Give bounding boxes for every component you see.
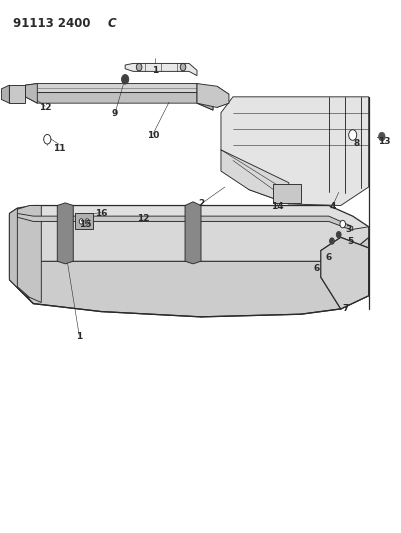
- Text: 15: 15: [79, 220, 91, 229]
- Circle shape: [378, 132, 384, 141]
- Polygon shape: [184, 202, 200, 264]
- Text: 5: 5: [347, 237, 353, 246]
- Text: 1: 1: [76, 332, 82, 341]
- Circle shape: [336, 231, 340, 238]
- Circle shape: [85, 219, 89, 224]
- Text: 2: 2: [197, 199, 204, 208]
- Polygon shape: [17, 237, 368, 317]
- Circle shape: [180, 63, 185, 71]
- Polygon shape: [221, 150, 288, 204]
- Circle shape: [348, 130, 356, 140]
- Polygon shape: [17, 206, 368, 237]
- Polygon shape: [17, 214, 352, 230]
- Text: 6: 6: [325, 253, 331, 262]
- Text: 3: 3: [345, 225, 351, 234]
- Polygon shape: [9, 85, 25, 103]
- Polygon shape: [196, 84, 229, 108]
- Text: 9: 9: [112, 109, 118, 118]
- Text: 7: 7: [342, 304, 348, 313]
- Polygon shape: [57, 203, 73, 264]
- Text: 1: 1: [152, 66, 158, 75]
- Polygon shape: [272, 184, 300, 203]
- Text: 91113 2400: 91113 2400: [13, 17, 91, 30]
- Text: 16: 16: [95, 209, 107, 218]
- Text: 10: 10: [146, 131, 159, 140]
- Text: 12: 12: [39, 103, 51, 112]
- Polygon shape: [75, 214, 93, 229]
- Circle shape: [44, 134, 51, 144]
- Polygon shape: [9, 208, 29, 298]
- Text: 13: 13: [377, 138, 390, 147]
- Polygon shape: [125, 63, 196, 76]
- Polygon shape: [25, 84, 37, 103]
- Text: 8: 8: [353, 139, 359, 148]
- Polygon shape: [9, 206, 41, 303]
- Polygon shape: [25, 84, 213, 101]
- Polygon shape: [9, 208, 17, 288]
- Polygon shape: [221, 97, 368, 206]
- Polygon shape: [1, 85, 9, 103]
- Text: 14: 14: [270, 202, 282, 211]
- Polygon shape: [17, 214, 368, 261]
- Polygon shape: [320, 237, 368, 309]
- Circle shape: [121, 75, 128, 84]
- Polygon shape: [196, 84, 213, 110]
- Circle shape: [136, 63, 142, 71]
- Text: 4: 4: [329, 202, 335, 211]
- Text: C: C: [107, 17, 115, 30]
- Circle shape: [79, 219, 83, 224]
- Circle shape: [339, 220, 344, 228]
- Text: 6: 6: [313, 264, 319, 272]
- Text: 11: 11: [53, 144, 65, 154]
- Text: 12: 12: [136, 214, 149, 223]
- Circle shape: [329, 238, 334, 244]
- Polygon shape: [25, 88, 213, 110]
